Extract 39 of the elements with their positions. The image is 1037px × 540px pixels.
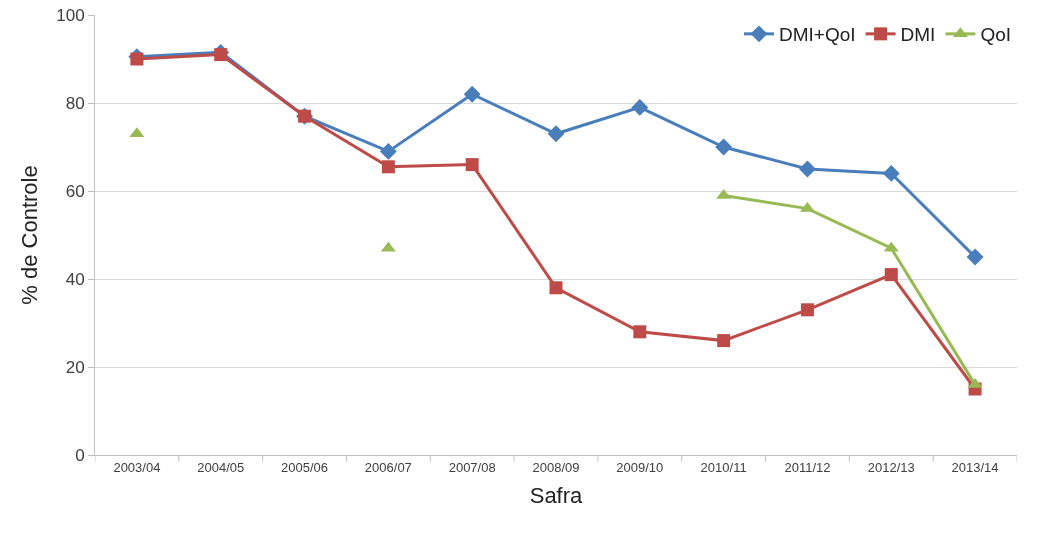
legend-label: QoI (980, 24, 1012, 46)
x-tick-label: 2012/13 (867, 459, 915, 475)
point (549, 281, 563, 295)
x-tick-label: 2003/04 (113, 459, 161, 475)
y-tick-label: 20 (65, 357, 85, 377)
x-tick-label: 2009/10 (616, 459, 664, 475)
point (381, 160, 395, 174)
point (717, 334, 731, 348)
point (465, 158, 479, 172)
x-tick-label: 2013/14 (951, 459, 999, 475)
y-tick-label: 0 (75, 445, 85, 465)
x-tick-label: 2008/09 (532, 459, 580, 475)
x-tick-label: 2011/12 (784, 459, 831, 475)
x-tick-label: 2010/11 (700, 459, 747, 475)
point (715, 138, 733, 156)
point (884, 268, 898, 282)
x-tick-label: 2007/08 (448, 459, 496, 475)
x-tick-label: 2006/07 (364, 459, 412, 475)
y-tick-label: 40 (65, 269, 85, 289)
point (631, 98, 649, 116)
x-axis-title: Safra (529, 483, 584, 509)
point (882, 164, 900, 182)
y-axis-title: % de Controle (17, 165, 43, 305)
point (800, 303, 814, 317)
y-tick-label: 80 (65, 93, 85, 113)
y-tick-label: 100 (56, 5, 85, 25)
point (633, 325, 647, 339)
point (463, 85, 481, 103)
point (379, 142, 397, 160)
x-tick-label: 2005/06 (281, 459, 329, 475)
legend-label: DMI (900, 24, 936, 46)
point (130, 52, 144, 66)
y-tick-label: 60 (65, 181, 85, 201)
point (966, 248, 984, 266)
point (214, 48, 228, 62)
point (547, 125, 565, 143)
point (799, 160, 816, 178)
legend-label: DMI+QoI (779, 24, 856, 46)
x-tick-label: 2004/05 (197, 459, 245, 475)
